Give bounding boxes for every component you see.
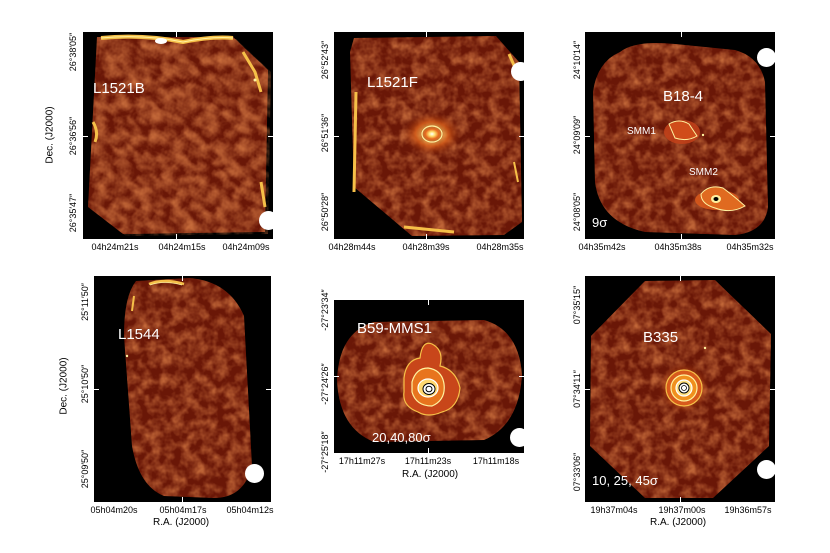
ra-tick-label: 19h36m57s <box>724 505 772 515</box>
dec-tick-label: 07°35′15″ <box>572 285 582 325</box>
tick <box>176 32 177 37</box>
contour-level-note: 9σ <box>592 215 608 230</box>
ra-tick-label: 04h28m35s <box>476 242 524 252</box>
tick <box>680 276 681 281</box>
dec-tick-label: 26°51′36″ <box>320 113 330 153</box>
tick <box>428 300 429 305</box>
dec-tick-label: 26°35′47″ <box>68 193 78 233</box>
dec-tick-label: 26°38′05″ <box>68 32 78 72</box>
dec-tick-label: 07°34′11″ <box>572 370 582 408</box>
contour-level-note: 20,40,80σ <box>372 430 431 445</box>
dec-tick-label: 24°10′14″ <box>572 40 582 80</box>
dec-tick-label: 25°11′50″ <box>80 283 90 321</box>
contour-level-note: 10, 25, 45σ <box>592 473 658 488</box>
tick <box>268 136 273 137</box>
ra-tick-label: 04h24m21s <box>91 242 139 252</box>
dec-tick-label: 24°08′05″ <box>572 192 582 232</box>
beam-marker <box>245 464 264 483</box>
ra-axis-label: R.A. (J2000) <box>153 517 210 528</box>
emission-map-b59-mms1 <box>337 320 522 442</box>
ra-axis-label: R.A. (J2000) <box>402 469 459 480</box>
tick <box>770 389 775 390</box>
ra-tick-label: 05h04m12s <box>226 505 274 515</box>
tick <box>519 136 524 137</box>
emission-map-b18-4 <box>593 43 768 235</box>
ra-tick-label: 17h11m23s <box>404 456 452 466</box>
dec-tick-label: -27°23′34″ <box>320 289 330 331</box>
dec-tick-label: 26°50′28″ <box>320 192 330 232</box>
dec-tick-label: -27°25′18″ <box>320 431 330 473</box>
ra-tick-label: 05h04m17s <box>159 505 207 515</box>
tick <box>426 32 427 37</box>
source-label-l1521b: L1521B <box>93 80 145 97</box>
tick <box>334 136 339 137</box>
ra-tick-label: 04h35m42s <box>578 242 626 252</box>
emission-map-l1544 <box>124 278 252 498</box>
tick <box>770 136 775 137</box>
ra-tick-label: 19h37m04s <box>590 505 638 515</box>
dec-tick-label: 26°36′56″ <box>68 116 78 156</box>
beam-marker <box>757 48 775 67</box>
tick <box>334 376 339 377</box>
emission-map-l1521f <box>350 36 522 236</box>
ra-tick-label: 05h04m20s <box>90 505 138 515</box>
dec-tick-label: 25°10′50″ <box>80 364 90 404</box>
map-panel-b59-mms1: B59-MMS1 20,40,80σ <box>334 300 524 453</box>
map-panel-b335: B335 10, 25, 45σ <box>585 276 775 502</box>
dec-axis-label: Dec. (J2000) <box>58 357 70 415</box>
source-label-smm1: SMM1 <box>627 126 656 137</box>
source-label-smm2: SMM2 <box>689 167 718 178</box>
tick <box>266 389 271 390</box>
dec-tick-label: 24°09′09″ <box>572 115 582 155</box>
tick <box>519 376 524 377</box>
ra-tick-label: 04h28m39s <box>402 242 450 252</box>
beam-marker <box>510 428 524 447</box>
source-label-b335: B335 <box>643 329 679 346</box>
tick <box>83 136 88 137</box>
tick <box>182 497 183 502</box>
map-panel-l1521f: L1521F <box>334 32 524 239</box>
ra-tick-label: 19h37m00s <box>658 505 706 515</box>
source-label-b18-4: B18-4 <box>663 88 704 105</box>
tick <box>585 389 590 390</box>
ra-tick-label: 17h11m27s <box>338 456 386 466</box>
ra-tick-label: 04h24m09s <box>222 242 270 252</box>
dec-tick-label: 07°33′06″ <box>572 452 582 492</box>
source-label-l1521f: L1521F <box>367 74 418 91</box>
ra-tick-label: 04h28m44s <box>328 242 376 252</box>
beam-marker <box>259 211 273 230</box>
tick <box>176 234 177 239</box>
map-panel-l1521b: L1521B <box>83 32 273 239</box>
source-label-b59-mms1: B59-MMS1 <box>357 320 433 337</box>
tick <box>681 32 682 37</box>
map-panel-l1544: L1544 <box>94 276 271 502</box>
beam-marker <box>757 460 775 479</box>
tick <box>426 234 427 239</box>
tick <box>585 136 590 137</box>
tick <box>680 497 681 502</box>
tick <box>182 276 183 281</box>
tick <box>428 448 429 453</box>
ra-axis-label: R.A. (J2000) <box>650 517 707 528</box>
emission-map-b335 <box>590 280 771 498</box>
dec-tick-label: 25°09′50″ <box>80 449 90 489</box>
beam-marker <box>511 62 524 81</box>
ra-tick-label: 04h35m38s <box>654 242 702 252</box>
source-label-l1544: L1544 <box>118 326 160 343</box>
emission-map-l1521b <box>88 34 271 236</box>
tick <box>681 234 682 239</box>
tick <box>94 389 99 390</box>
map-panel-b18-4: B18-4 SMM1 SMM2 9σ <box>585 32 775 239</box>
ra-tick-label: 17h11m18s <box>472 456 520 466</box>
dec-tick-label: 26°52′43″ <box>320 40 330 80</box>
ra-tick-label: 04h35m32s <box>726 242 774 252</box>
dec-axis-label: Dec. (J2000) <box>44 106 56 164</box>
ra-tick-label: 04h24m15s <box>158 242 206 252</box>
dec-tick-label: -27°24′26″ <box>320 363 330 405</box>
